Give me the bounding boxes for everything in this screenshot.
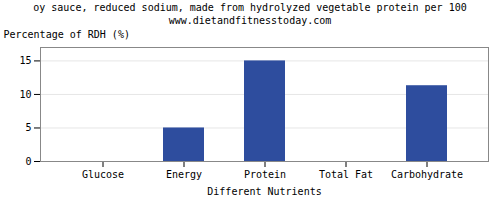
svg-text:0: 0 [25, 156, 31, 167]
svg-text:Protein: Protein [244, 169, 286, 180]
svg-text:Carbohydrate: Carbohydrate [391, 169, 463, 180]
svg-text:Percentage of RDH (%): Percentage of RDH (%) [4, 29, 130, 40]
svg-text:Energy: Energy [166, 169, 202, 180]
svg-text:Different Nutrients: Different Nutrients [207, 186, 321, 197]
svg-text:15: 15 [19, 55, 31, 66]
html-text:oy sauce, reduced sodium, made: oy sauce, reduced sodium, made from hydr… [33, 2, 467, 13]
svg-text:Glucose: Glucose [82, 169, 124, 180]
svg-text:10: 10 [19, 89, 31, 100]
svg-text:Total Fat: Total Fat [319, 169, 373, 180]
html-text:www.dietandfitnesstoday.com: www.dietandfitnesstoday.com [168, 15, 332, 26]
svg-text:5: 5 [25, 122, 31, 133]
